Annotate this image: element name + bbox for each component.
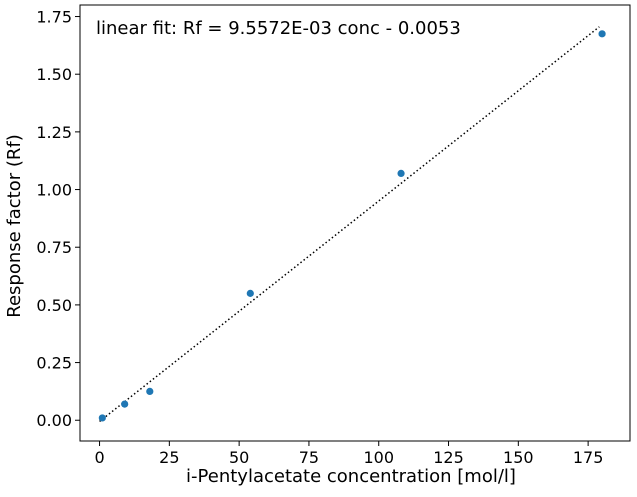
fit-annotation: linear fit: Rf = 9.5572E-03 conc - 0.005…	[96, 18, 461, 39]
y-tick-label: 1.00	[36, 181, 72, 200]
x-tick-label: 125	[433, 448, 464, 467]
y-tick-label: 0.25	[36, 354, 72, 373]
x-tick-label: 150	[503, 448, 534, 467]
x-tick-label: 0	[94, 448, 104, 467]
data-point	[121, 400, 129, 408]
y-tick-label: 0.00	[36, 411, 72, 430]
data-point	[397, 169, 405, 178]
x-tick-label: 75	[299, 448, 319, 467]
axes-frame	[79, 4, 631, 442]
data-point	[598, 30, 606, 38]
data-points-group	[98, 30, 606, 422]
y-tick-label: 0.50	[36, 296, 72, 315]
y-tick-label: 1.25	[36, 123, 72, 142]
x-tick-label: 175	[573, 448, 604, 467]
y-axis-label: Response factor (Rf)	[4, 134, 25, 318]
y-axis-ticks: 0.00 0.25 0.50 0.75 1.00 1.25 1.50 1.75	[36, 8, 80, 430]
x-tick-label: 50	[229, 448, 249, 467]
x-tick-label: 100	[363, 448, 394, 467]
data-point	[98, 414, 106, 422]
y-tick-label: 1.75	[36, 8, 72, 27]
y-tick-label: 0.75	[36, 238, 72, 257]
y-tick-label: 1.50	[36, 65, 72, 84]
data-point	[246, 289, 254, 297]
x-axis-label: i-Pentylacetate concentration [mol/l]	[186, 466, 516, 487]
x-axis-ticks: 0 25 50 75 100 125 150 175	[94, 441, 603, 467]
x-tick-label: 25	[159, 448, 179, 467]
data-point	[146, 387, 154, 396]
